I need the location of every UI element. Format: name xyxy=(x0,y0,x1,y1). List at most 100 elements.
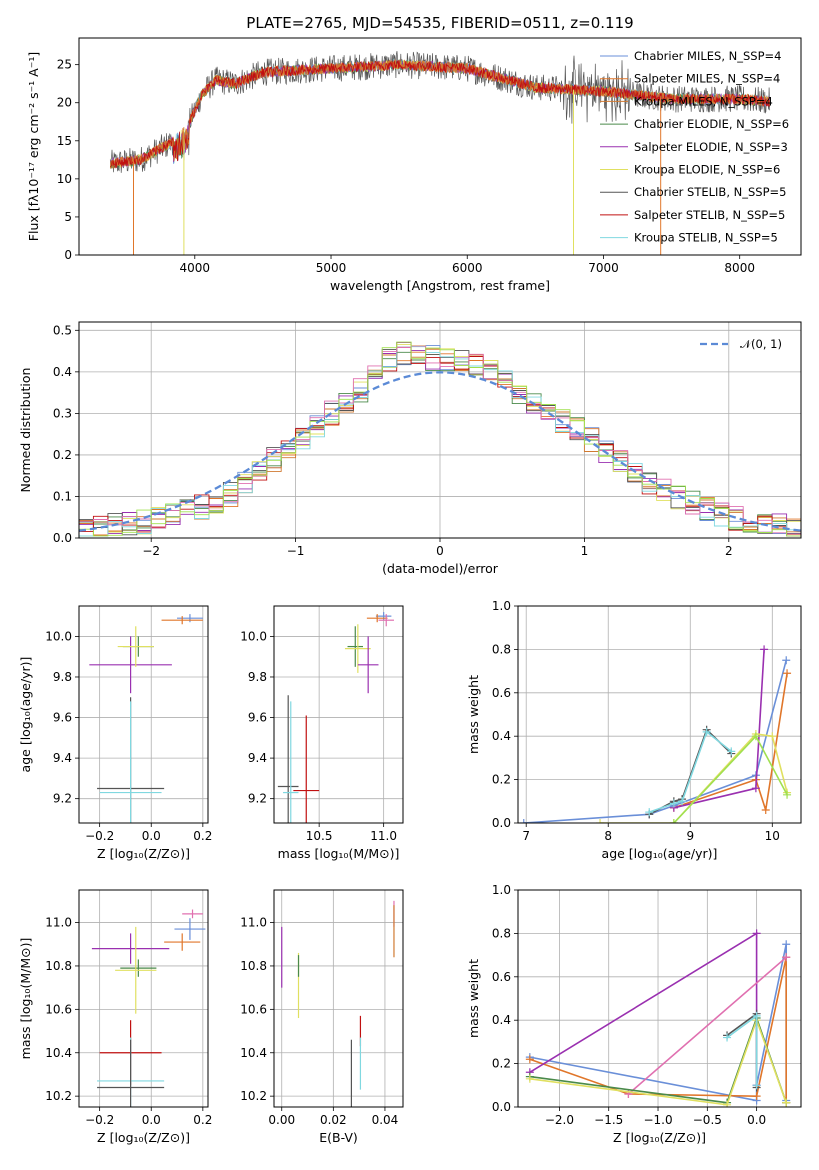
axes-residuals: −2 −1 0 1 2 0.0 0.1 0.2 0.3 0.4 0.5 (data-model)/er… xyxy=(18,321,802,576)
y-tick-label: 10.0 xyxy=(240,629,267,643)
x-tick-label: 9 xyxy=(686,829,694,843)
y-tick-label: 9.4 xyxy=(53,751,72,765)
weight-marker xyxy=(783,790,792,799)
y-tick-label: 0.0 xyxy=(492,816,511,830)
y-tick-label: 0.5 xyxy=(53,323,72,337)
x-tick-label: 6000 xyxy=(452,261,483,275)
axes-mass-weight-vs-age: 7 8 9 10 0.0 0.2 0.4 0.6 0.8 1.0 age [log₁₀(age/yr… xyxy=(466,599,802,861)
legend-entry: Salpeter ELODIE, N_SSP=3 xyxy=(634,140,788,154)
axes-mass-weight-vs-Z: −2.0 −1.5 −1.0 −0.5 0.0 0.0 0.2 0.4 0.6 0.8 1.0 Z [… xyxy=(466,883,802,1145)
y-tick-label: 0.6 xyxy=(492,970,511,984)
x-axis-label: Z [log₁₀(Z/Z⊙)] xyxy=(97,846,190,861)
weight-line-5 xyxy=(529,1017,787,1106)
weight-marker xyxy=(702,727,711,736)
weight-line-1 xyxy=(673,673,788,811)
weight-marker xyxy=(751,732,760,741)
y-tick-label: 1.0 xyxy=(492,883,511,897)
legend: 𝒩(0, 1) xyxy=(700,337,782,351)
y-tick-label: 1.0 xyxy=(492,599,511,613)
x-tick-label: 1 xyxy=(581,544,589,558)
weight-marker xyxy=(525,1055,534,1064)
y-tick-label: 0.0 xyxy=(53,531,72,545)
weight-marker xyxy=(751,784,760,793)
weight-marker xyxy=(782,940,791,949)
x-tick-label: 0.2 xyxy=(193,1113,212,1127)
weight-line-7 xyxy=(726,1014,758,1086)
weight-marker xyxy=(727,747,736,756)
x-tick-label: −1.5 xyxy=(594,1113,623,1127)
y-tick-label: 11.0 xyxy=(45,916,72,930)
legend-entry: Kroupa ELODIE, N_SSP=6 xyxy=(634,163,780,177)
weight-marker xyxy=(678,797,687,806)
y-tick-label: 9.2 xyxy=(53,792,72,806)
x-tick-label: −2.0 xyxy=(545,1113,574,1127)
weight-marker xyxy=(782,953,791,962)
weight-marker xyxy=(645,808,654,817)
axes-frame xyxy=(273,889,404,1108)
y-tick-label: 10.8 xyxy=(240,959,267,973)
axes-spectrum: 4000 5000 6000 7000 8000 0 5 10 15 20 25 wavelength… xyxy=(26,14,802,293)
x-axis-label: wavelength [Angstrom, rest frame] xyxy=(330,278,550,293)
weight-marker xyxy=(752,1081,761,1090)
legend-entry: Salpeter MILES, N_SSP=4 xyxy=(634,72,780,86)
y-tick-label: 10.0 xyxy=(45,629,72,643)
y-tick-label: 10 xyxy=(57,172,72,186)
y-tick-label: 0.3 xyxy=(53,406,72,420)
x-tick-label: 0.0 xyxy=(142,829,161,843)
x-tick-label: 7000 xyxy=(588,261,619,275)
weight-marker xyxy=(525,1074,534,1083)
x-tick-label: 8000 xyxy=(724,261,755,275)
x-tick-label: 0.0 xyxy=(142,1113,161,1127)
plot-area xyxy=(91,909,206,1107)
x-tick-label: 10.5 xyxy=(306,829,333,843)
histogram-series-9 xyxy=(79,345,801,537)
weight-marker xyxy=(669,799,678,808)
axes-mass-vs-Z: −0.2 0.0 0.2 10.2 10.4 10.6 10.8 11.0 Z [log₁₀(Z… xyxy=(18,889,212,1145)
y-tick-label: 0.0 xyxy=(492,1100,511,1114)
legend: Chabrier MILES, N_SSP=4 Salpeter MILES, N… xyxy=(600,49,789,245)
y-tick-label: 0.8 xyxy=(492,926,511,940)
axes-frame xyxy=(78,321,802,539)
legend-entry: Chabrier MILES, N_SSP=4 xyxy=(634,49,781,63)
y-tick-label: 11.0 xyxy=(240,916,267,930)
x-tick-label: 7 xyxy=(522,829,530,843)
y-axis-label: mass weight xyxy=(466,675,481,754)
y-tick-label: 0.4 xyxy=(492,1013,511,1027)
y-tick-label: 20 xyxy=(57,96,72,110)
y-axis-label: Flux [fλ10⁻¹⁷ erg cm⁻² s⁻¹ A⁻¹] xyxy=(26,52,41,241)
weight-marker xyxy=(669,819,678,823)
y-tick-label: 9.6 xyxy=(248,711,267,725)
axes-frame xyxy=(78,889,209,1108)
y-tick-label: 10.2 xyxy=(240,1089,267,1103)
weight-marker xyxy=(596,819,605,823)
chart-title: PLATE=2765, MJD=54535, FIBERID=0511, z=0… xyxy=(246,14,633,32)
x-tick-label: 2 xyxy=(725,544,733,558)
axes-frame xyxy=(517,605,802,824)
y-tick-label: 10.8 xyxy=(45,959,72,973)
plot-area xyxy=(109,51,771,255)
y-tick-label: 15 xyxy=(57,134,72,148)
weight-line-3 xyxy=(627,956,787,1095)
weight-marker xyxy=(723,1033,732,1042)
legend-entry: Chabrier ELODIE, N_SSP=6 xyxy=(634,117,789,131)
spectrum-line-series-7 xyxy=(110,60,770,169)
x-tick-label: 8 xyxy=(604,829,612,843)
axes-frame xyxy=(78,605,209,824)
x-axis-label: age [log₁₀(age/yr)] xyxy=(602,846,718,861)
weight-line-2 xyxy=(529,931,758,1086)
legend-entry: Kroupa MILES, N_SSP=4 xyxy=(634,94,773,108)
axes-age-vs-Z: −0.2 0.0 0.2 9.2 9.4 9.6 9.8 10.0 Z [log₁₀(Z/Z⊙)… xyxy=(18,605,212,861)
weight-marker xyxy=(723,1100,732,1107)
y-tick-label: 25 xyxy=(57,58,72,72)
y-tick-label: 0.2 xyxy=(492,1057,511,1071)
y-tick-label: 5 xyxy=(64,210,72,224)
x-tick-label: 0.0 xyxy=(747,1113,766,1127)
x-tick-label: 10 xyxy=(765,829,780,843)
weight-marker xyxy=(752,1092,761,1101)
x-tick-label: 0.02 xyxy=(320,1113,347,1127)
weight-marker xyxy=(768,732,777,741)
x-tick-label: 0.2 xyxy=(193,829,212,843)
y-tick-label: 10.4 xyxy=(45,1046,72,1060)
y-axis-label: Normed distribution xyxy=(18,368,33,493)
